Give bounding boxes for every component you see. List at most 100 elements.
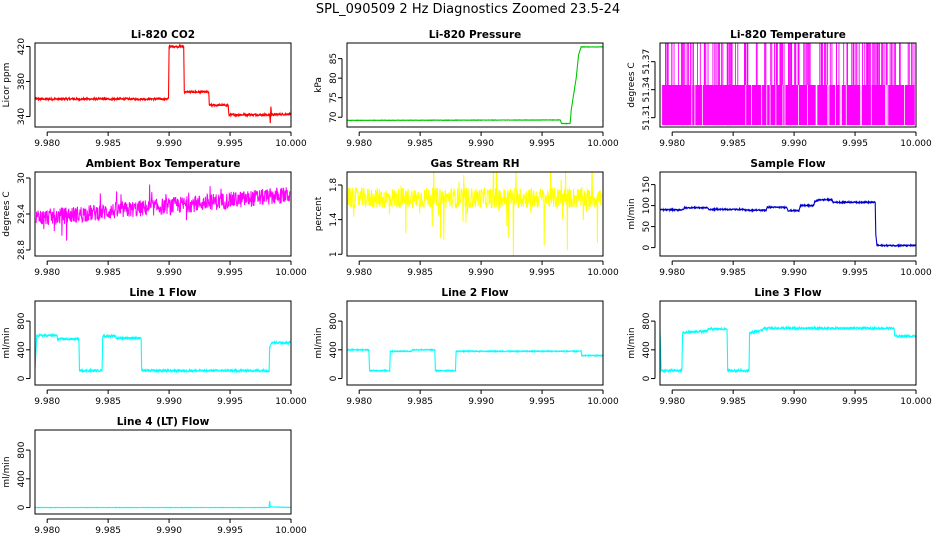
y-tick-label: 75: [329, 92, 339, 103]
panel-title: Line 4 (LT) Flow: [117, 416, 210, 428]
y-tick-label: 51.37: [642, 49, 652, 75]
plot-frame: [346, 300, 604, 386]
y-axis: 0 50 100 150: [642, 176, 656, 250]
x-tick-label: 9.995: [217, 268, 243, 278]
plot-frame: [34, 429, 292, 515]
data-series: [661, 43, 915, 126]
panel-title: Line 3 Flow: [754, 287, 821, 299]
x-tick-label: 9.990: [468, 139, 494, 149]
x-tick-label: 9.990: [468, 397, 494, 407]
x-axis: 9.980 9.985 9.990 9.995 10.000: [659, 260, 932, 278]
y-axis-label: kPa: [314, 77, 324, 93]
panel-8: Line 2 Flow 9.980 9.985 9.990 9.995 10.000 0 40…: [314, 287, 619, 407]
plot-frame: [34, 171, 292, 257]
x-tick-label: 9.980: [34, 397, 60, 407]
x-tick-label: 9.995: [217, 526, 243, 536]
y-axis: 70 75 80 85: [329, 53, 343, 123]
x-tick-label: 10.000: [275, 268, 307, 278]
data-series: [347, 347, 603, 374]
series-line: [35, 332, 291, 374]
data-series: [347, 45, 603, 125]
data-series: [35, 500, 291, 509]
data-series: [347, 172, 603, 256]
data-series: [35, 184, 291, 241]
x-tick-label: 10.000: [587, 268, 619, 278]
x-tick-label: 9.990: [781, 397, 807, 407]
data-series: [660, 325, 916, 374]
y-tick-label: 1.8: [329, 178, 339, 193]
y-tick-label: 1: [329, 251, 339, 257]
y-tick-label: 1.4: [329, 212, 339, 227]
x-tick-label: 9.995: [842, 397, 868, 407]
x-axis: 9.980 9.985 9.990 9.995 10.000: [346, 389, 619, 407]
x-axis: 9.980 9.985 9.990 9.995 10.000: [346, 260, 619, 278]
series-line: [35, 184, 291, 241]
y-tick-label: 0: [642, 375, 652, 381]
panel-7: Line 1 Flow 9.980 9.985 9.990 9.995 10.000 0 40…: [2, 287, 307, 407]
y-tick-label: 100: [642, 197, 652, 214]
y-axis: 0 400 800: [329, 312, 343, 381]
x-tick-label: 9.980: [34, 268, 60, 278]
data-series: [35, 332, 291, 374]
y-tick-label: 51.34: [642, 77, 652, 103]
y-axis: 51.31 51.34 51.37: [642, 49, 656, 131]
panel-10: Line 4 (LT) Flow 9.980 9.985 9.990 9.995 10.0…: [2, 416, 307, 536]
data-series: [660, 197, 916, 248]
x-tick-label: 9.985: [95, 268, 121, 278]
x-tick-label: 9.980: [34, 526, 60, 536]
y-tick-label: 50: [642, 221, 652, 233]
x-tick-label: 9.980: [659, 139, 685, 149]
x-tick-label: 9.990: [156, 268, 182, 278]
y-tick-label: 0: [329, 375, 339, 381]
panel-3: Li-820 Temperature 9.980 9.985 9.990 9.995 10…: [627, 29, 932, 149]
x-tick-label: 10.000: [587, 139, 619, 149]
series-line: [347, 347, 603, 374]
y-axis-label: Licor ppm: [2, 63, 12, 108]
figure-title: SPL_090509 2 Hz Diagnostics Zoomed 23.5-…: [315, 2, 621, 17]
x-tick-label: 9.985: [720, 268, 746, 278]
x-axis: 9.980 9.985 9.990 9.995 10.000: [34, 260, 307, 278]
y-axis-label: ml/min: [627, 198, 637, 229]
plot-frame: [34, 42, 292, 128]
panel-title: Line 2 Flow: [441, 287, 508, 299]
panel-title: Sample Flow: [750, 158, 825, 170]
x-tick-label: 9.995: [842, 268, 868, 278]
x-tick-label: 9.995: [529, 397, 555, 407]
x-tick-label: 9.990: [781, 268, 807, 278]
y-tick-label: 380: [17, 73, 27, 90]
y-tick-label: 340: [17, 108, 27, 125]
series-line: [347, 45, 603, 125]
plot-frame: [659, 171, 917, 257]
x-tick-label: 9.995: [842, 139, 868, 149]
x-axis: 9.980 9.985 9.990 9.995 10.000: [659, 389, 932, 407]
y-tick-label: 30: [17, 172, 27, 184]
x-tick-label: 9.985: [407, 397, 433, 407]
series-line: [660, 325, 916, 374]
x-tick-label: 9.995: [217, 397, 243, 407]
x-tick-label: 10.000: [275, 139, 307, 149]
y-tick-label: 80: [329, 72, 339, 84]
y-tick-label: 0: [642, 244, 652, 250]
series-line: [347, 172, 603, 256]
x-tick-label: 9.995: [529, 139, 555, 149]
series-line: [35, 500, 291, 509]
y-tick-label: 51.31: [642, 105, 652, 131]
series-line: [660, 197, 916, 248]
plot-frame: [659, 42, 917, 128]
x-tick-label: 9.995: [529, 268, 555, 278]
x-tick-label: 9.985: [407, 268, 433, 278]
x-tick-label: 9.980: [346, 397, 372, 407]
x-tick-label: 9.980: [346, 268, 372, 278]
x-tick-label: 9.990: [156, 397, 182, 407]
y-tick-label: 400: [642, 341, 652, 358]
x-tick-label: 9.980: [346, 139, 372, 149]
data-series: [35, 43, 291, 124]
y-tick-label: 0: [17, 504, 27, 510]
x-tick-label: 9.990: [468, 268, 494, 278]
y-axis-label: degrees C: [2, 191, 12, 236]
panel-6: Sample Flow 9.980 9.985 9.990 9.995 10.000 0 50…: [627, 158, 932, 278]
x-tick-label: 10.000: [900, 139, 932, 149]
panel-title: Li-820 CO2: [131, 29, 195, 41]
